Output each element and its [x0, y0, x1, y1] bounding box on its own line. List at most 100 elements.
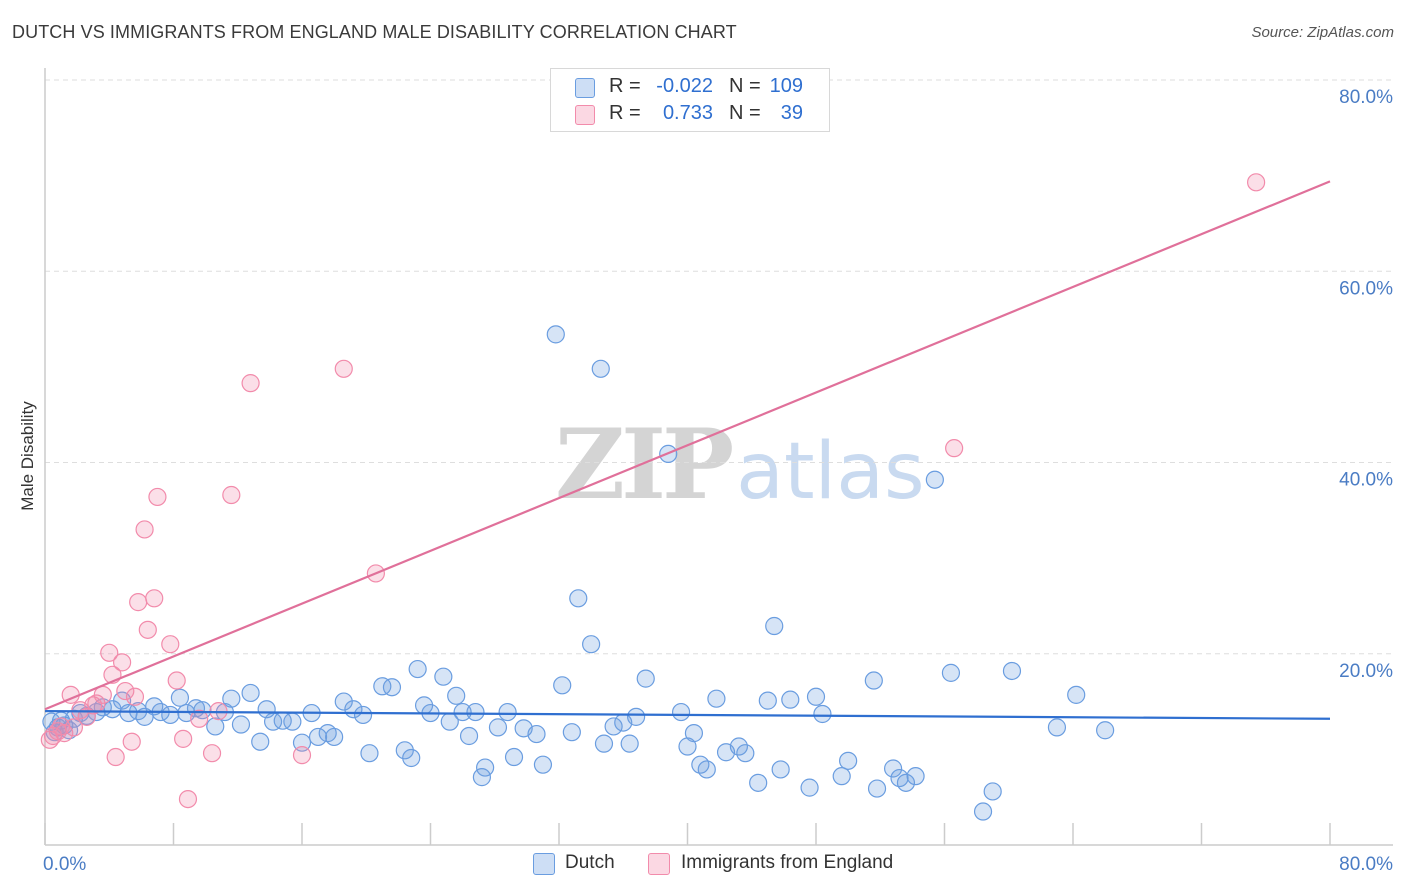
data-point [408, 659, 427, 679]
grid-lines [45, 79, 1393, 655]
data-point [167, 671, 186, 690]
legend-row-england: R = 0.733 N = 39 [551, 102, 829, 126]
data-point [138, 620, 157, 639]
data-point [867, 779, 887, 798]
data-point [190, 709, 209, 728]
data-point [806, 687, 826, 706]
data-point [620, 734, 639, 753]
data-point [883, 759, 903, 778]
data-point [945, 439, 964, 458]
data-point [569, 589, 588, 608]
data-point [626, 707, 646, 726]
series-dutch [42, 325, 1115, 821]
data-point [122, 732, 141, 751]
data-point [983, 782, 1002, 801]
trend-line-dutch [44, 710, 1331, 720]
data-point [765, 616, 784, 636]
y-tick-label: 40.0% [1339, 470, 1393, 491]
data-point [202, 744, 222, 763]
data-point [546, 325, 565, 344]
data-point [334, 359, 353, 378]
y-tick-label: 80.0% [1339, 87, 1393, 108]
correlation-legend: R = -0.022 N = 109 R = 0.733 N = 39 [550, 68, 830, 132]
data-point [800, 778, 819, 797]
y-tick-label: 60.0% [1339, 278, 1393, 299]
data-point [582, 635, 601, 654]
data-point [1067, 685, 1086, 704]
data-point [553, 676, 572, 695]
data-point [864, 671, 883, 690]
series-swatch-dutch [533, 853, 555, 875]
trend-lines [44, 180, 1331, 720]
legend-swatch-dutch [575, 78, 595, 98]
data-point [125, 687, 145, 706]
data-point [749, 773, 768, 792]
data-point [251, 732, 270, 751]
series-label-england: Immigrants from England [681, 852, 894, 873]
series-label-dutch: Dutch [565, 852, 615, 873]
data-point [353, 705, 373, 725]
data-point [671, 702, 691, 722]
data-point [402, 748, 421, 768]
data-point [308, 727, 328, 747]
legend-n-label: N = [729, 102, 761, 124]
data-point [1096, 721, 1115, 740]
data-point [771, 760, 790, 779]
data-point [697, 760, 716, 779]
data-point [636, 669, 655, 688]
data-point [77, 707, 96, 726]
tick-labels: 20.0% 40.0% 60.0% 80.0% 0.0% 80.0% [43, 87, 1393, 875]
data-point [472, 768, 491, 787]
trend-line-england [44, 180, 1331, 711]
data-point [116, 681, 135, 701]
data-point [906, 767, 925, 786]
data-point [813, 704, 832, 724]
data-point [973, 802, 993, 821]
data-point [206, 717, 225, 736]
data-point [447, 686, 466, 705]
data-point [839, 751, 858, 770]
legend-n-label: N = [729, 75, 761, 97]
data-point [241, 683, 260, 703]
data-point [292, 733, 312, 752]
data-point [684, 724, 704, 743]
data-point [504, 747, 524, 767]
data-point [325, 727, 344, 747]
data-point [604, 717, 623, 736]
data-point [106, 747, 125, 767]
data-point [148, 487, 167, 507]
data-point [241, 374, 260, 393]
data-point [1047, 718, 1067, 737]
data-point [591, 359, 610, 378]
data-point [64, 718, 84, 737]
data-point [112, 653, 132, 672]
data-point [459, 726, 479, 746]
series-legend: Dutch Immigrants from England [0, 852, 1406, 878]
legend-r-label: R = [609, 102, 641, 124]
legend-n-value: 109 [769, 75, 803, 97]
data-point [896, 773, 916, 792]
data-point [453, 702, 472, 722]
data-point [161, 705, 180, 725]
data-point [594, 734, 614, 753]
legend-n-value: 39 [780, 102, 803, 124]
data-point [781, 690, 800, 709]
legend-row-dutch: R = -0.022 N = 109 [551, 75, 829, 99]
data-point [135, 520, 154, 539]
data-point [488, 718, 508, 737]
data-point [145, 589, 164, 608]
data-point [382, 678, 402, 697]
data-point [758, 691, 777, 710]
data-point [55, 724, 74, 743]
x-tick-label: 0.0% [43, 854, 86, 875]
data-point [466, 702, 485, 722]
data-point [174, 729, 193, 748]
series-swatch-england [648, 853, 670, 875]
data-point [373, 677, 392, 696]
chart-title: DUTCH VS IMMIGRANTS FROM ENGLAND MALE DI… [12, 22, 737, 42]
data-point [360, 744, 379, 763]
legend-r-value: 0.733 [662, 102, 713, 124]
data-point [527, 724, 546, 744]
data-point [736, 744, 755, 763]
data-point [231, 715, 251, 734]
